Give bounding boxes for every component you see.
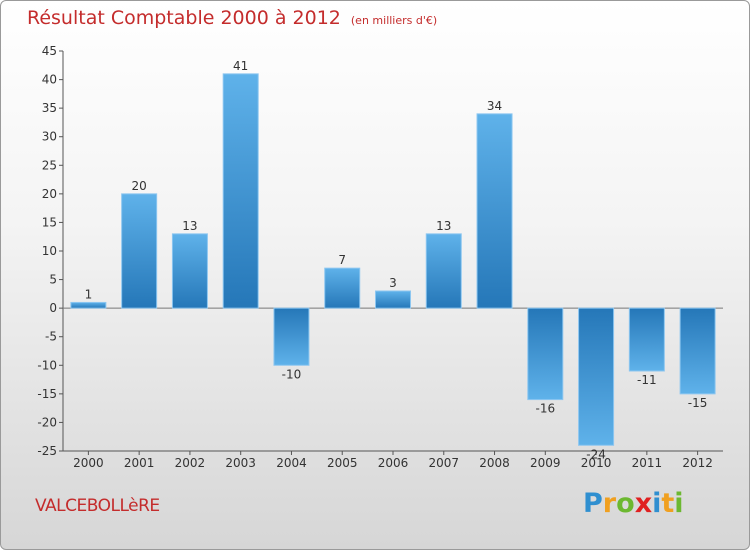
x-tick-label: 2010 <box>581 456 612 470</box>
data-label: -10 <box>282 367 302 381</box>
data-label: 13 <box>182 219 197 233</box>
bar-2008 <box>476 113 513 309</box>
data-label: -11 <box>637 373 657 387</box>
data-label: 3 <box>389 276 397 290</box>
bar-2003 <box>222 73 259 309</box>
x-tick-label: 2000 <box>73 456 104 470</box>
bar-2007 <box>425 233 462 309</box>
data-label: 1 <box>85 287 93 301</box>
logo-letter: i <box>652 488 662 519</box>
y-tick-label: 10 <box>42 244 57 258</box>
x-tick-label: 2008 <box>479 456 510 470</box>
bar-2001 <box>121 193 158 309</box>
logo-letter: i <box>674 488 684 519</box>
y-tick-label: -15 <box>37 387 57 401</box>
bar-2012 <box>679 307 716 395</box>
logo-letter: r <box>602 488 617 519</box>
x-tick-label: 2007 <box>428 456 459 470</box>
x-tick-label: 2006 <box>378 456 409 470</box>
logo-letter: o <box>616 488 635 519</box>
logo-letter: x <box>634 488 653 519</box>
y-tick-label: 15 <box>42 215 57 229</box>
x-tick-label: 2005 <box>327 456 358 470</box>
x-tick-label: 2001 <box>124 456 155 470</box>
x-tick-label: 2003 <box>225 456 256 470</box>
y-tick-label: -5 <box>45 330 57 344</box>
bar-2011 <box>628 307 665 372</box>
data-label: -16 <box>536 402 556 416</box>
x-tick-label: 2012 <box>682 456 713 470</box>
y-tick-label: 5 <box>49 273 57 287</box>
y-tick-label: 25 <box>42 158 57 172</box>
logo-letter: t <box>661 488 675 519</box>
x-tick-label: 2011 <box>632 456 663 470</box>
bar-2005 <box>324 267 361 309</box>
data-label: 41 <box>233 59 248 73</box>
data-label: 13 <box>436 219 451 233</box>
y-tick-label: 30 <box>42 130 57 144</box>
data-label: -24 <box>586 447 606 461</box>
chart-subtitle: (en milliers d'€) <box>350 14 438 27</box>
bar-2006 <box>375 290 411 309</box>
y-tick-label: 45 <box>42 44 57 58</box>
logo-letter: P <box>583 488 603 519</box>
x-tick-label: 2002 <box>175 456 206 470</box>
data-label: 7 <box>338 253 346 267</box>
proxiti-logo: Proxiti <box>583 488 684 519</box>
chart-title-text: Résultat Comptable 2000 à 2012 <box>27 7 341 29</box>
data-label: 34 <box>487 99 502 113</box>
data-label: 20 <box>132 179 147 193</box>
y-tick-label: 20 <box>42 187 57 201</box>
y-tick-label: -10 <box>37 358 57 372</box>
bar-2000 <box>70 301 107 309</box>
x-tick-label: 2004 <box>276 456 307 470</box>
bar-2002 <box>171 233 208 309</box>
y-tick-label: 40 <box>42 73 57 87</box>
bar-2004 <box>273 307 310 366</box>
place-name: VALCEBOLLèRE <box>35 496 160 516</box>
y-tick-label: -20 <box>37 415 57 429</box>
bar-2009 <box>527 307 564 401</box>
bar-2010 <box>578 307 615 446</box>
y-tick-label: 0 <box>49 301 57 315</box>
chart-title: Résultat Comptable 2000 à 2012 (en millie… <box>27 7 437 29</box>
y-tick-label: -25 <box>37 444 57 458</box>
x-tick-label: 2009 <box>530 456 561 470</box>
data-label: -15 <box>688 396 708 410</box>
y-tick-label: 35 <box>42 101 57 115</box>
